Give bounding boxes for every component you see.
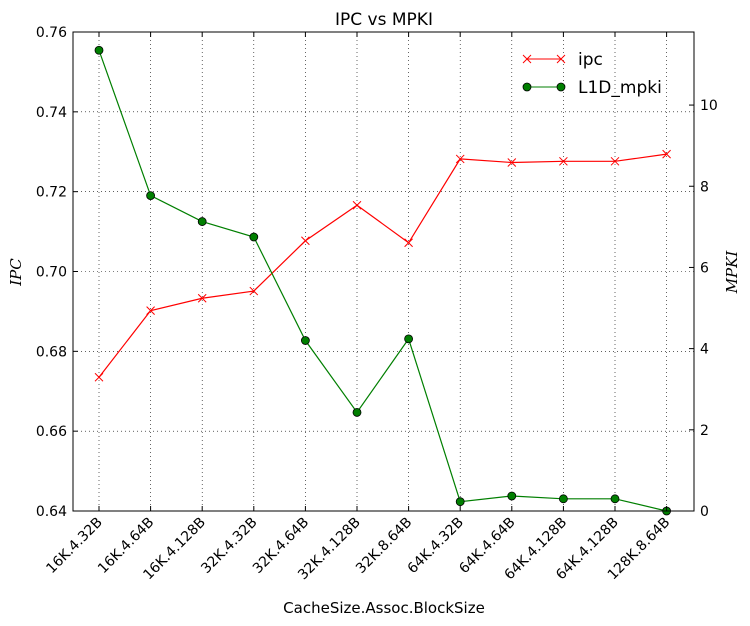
y-left-tick-label: 0.74 bbox=[36, 105, 67, 121]
legend-label-l1d-mpki: L1D_mpki bbox=[578, 78, 662, 98]
data-point-l1d-mpki bbox=[249, 232, 259, 242]
legend-marker-ipc-start bbox=[522, 54, 532, 64]
y-right-tick-label: 4 bbox=[700, 342, 709, 358]
data-point-ipc bbox=[610, 156, 620, 166]
y-right-tick-label: 10 bbox=[700, 98, 718, 114]
data-point-l1d-mpki bbox=[404, 334, 414, 344]
legend-marker-ipc-end bbox=[556, 54, 566, 64]
y-left-tick-label: 0.72 bbox=[36, 185, 67, 201]
data-point-ipc bbox=[249, 286, 259, 296]
legend: ipc L1D_mpki bbox=[522, 50, 662, 98]
y-left-tick-label: 0.64 bbox=[36, 504, 67, 520]
x-axis-label: CacheSize.Assoc.BlockSize bbox=[283, 599, 485, 617]
data-point-ipc bbox=[146, 306, 155, 315]
y-left-tick-label: 0.66 bbox=[36, 424, 67, 440]
data-point-ipc bbox=[662, 149, 671, 159]
y-axis-right-label: MPKI bbox=[723, 250, 741, 295]
data-point-l1d-mpki bbox=[610, 494, 620, 504]
data-point-ipc bbox=[455, 154, 465, 164]
data-point-l1d-mpki bbox=[352, 407, 362, 417]
data-point-ipc bbox=[559, 156, 568, 166]
data-point-l1d-mpki bbox=[455, 497, 465, 507]
y-right-tick-label: 6 bbox=[700, 260, 709, 276]
data-point-ipc bbox=[94, 372, 104, 382]
data-point-l1d-mpki bbox=[559, 494, 568, 504]
y-left-tick-label: 0.68 bbox=[36, 344, 67, 360]
chart-title: IPC vs MPKI bbox=[335, 10, 433, 30]
y-right-tick-label: 0 bbox=[700, 504, 709, 520]
data-point-l1d-mpki bbox=[146, 191, 156, 200]
data-point-ipc bbox=[301, 236, 310, 246]
data-point-l1d-mpki bbox=[507, 491, 517, 501]
y-left-tick-label: 0.70 bbox=[36, 265, 67, 281]
legend-marker-l1d-mpki bbox=[522, 82, 566, 92]
legend-marker-l1d-mpki-end bbox=[556, 82, 566, 92]
data-point-l1d-mpki bbox=[300, 336, 310, 345]
series-line-ipc bbox=[98, 153, 667, 378]
legend-marker-ipc bbox=[522, 54, 566, 64]
data-point-ipc bbox=[197, 293, 207, 303]
y-axis-left-label: IPC bbox=[7, 258, 25, 287]
y-right-tick-label: 2 bbox=[700, 423, 709, 439]
data-point-l1d-mpki bbox=[94, 45, 104, 55]
y-right-tick-label: 8 bbox=[700, 179, 709, 195]
data-point-ipc bbox=[507, 158, 517, 167]
y-left-tick-label: 0.76 bbox=[36, 25, 67, 41]
data-point-ipc bbox=[352, 200, 362, 210]
data-point-ipc bbox=[404, 238, 413, 248]
data-point-l1d-mpki bbox=[197, 217, 207, 226]
legend-label-ipc: ipc bbox=[578, 50, 603, 70]
legend-marker-l1d-mpki-start bbox=[522, 82, 532, 92]
series-line-l1d-mpki bbox=[98, 50, 667, 512]
series-layer bbox=[94, 45, 671, 516]
